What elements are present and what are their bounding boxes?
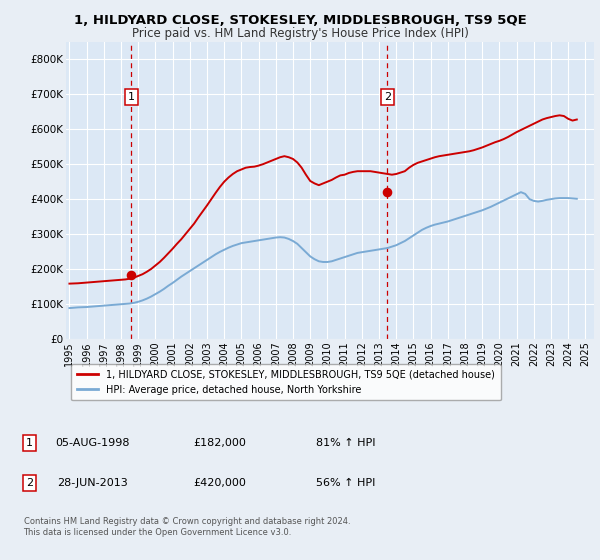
Text: 1, HILDYARD CLOSE, STOKESLEY, MIDDLESBROUGH, TS9 5QE: 1, HILDYARD CLOSE, STOKESLEY, MIDDLESBRO…	[74, 14, 526, 27]
Text: £182,000: £182,000	[193, 438, 246, 448]
Text: 28-JUN-2013: 28-JUN-2013	[57, 478, 128, 488]
Text: Contains HM Land Registry data © Crown copyright and database right 2024.
This d: Contains HM Land Registry data © Crown c…	[23, 517, 350, 537]
Text: £420,000: £420,000	[193, 478, 246, 488]
Point	[383, 188, 392, 197]
Text: 1: 1	[128, 92, 134, 102]
Text: 1: 1	[26, 438, 33, 448]
Text: 56% ↑ HPI: 56% ↑ HPI	[316, 478, 376, 488]
Text: 81% ↑ HPI: 81% ↑ HPI	[316, 438, 376, 448]
Legend: 1, HILDYARD CLOSE, STOKESLEY, MIDDLESBROUGH, TS9 5QE (detached house), HPI: Aver: 1, HILDYARD CLOSE, STOKESLEY, MIDDLESBRO…	[71, 364, 500, 400]
Text: 05-AUG-1998: 05-AUG-1998	[55, 438, 130, 448]
Point	[127, 271, 136, 280]
Text: 2: 2	[26, 478, 33, 488]
Text: Price paid vs. HM Land Registry's House Price Index (HPI): Price paid vs. HM Land Registry's House …	[131, 27, 469, 40]
Text: 2: 2	[384, 92, 391, 102]
